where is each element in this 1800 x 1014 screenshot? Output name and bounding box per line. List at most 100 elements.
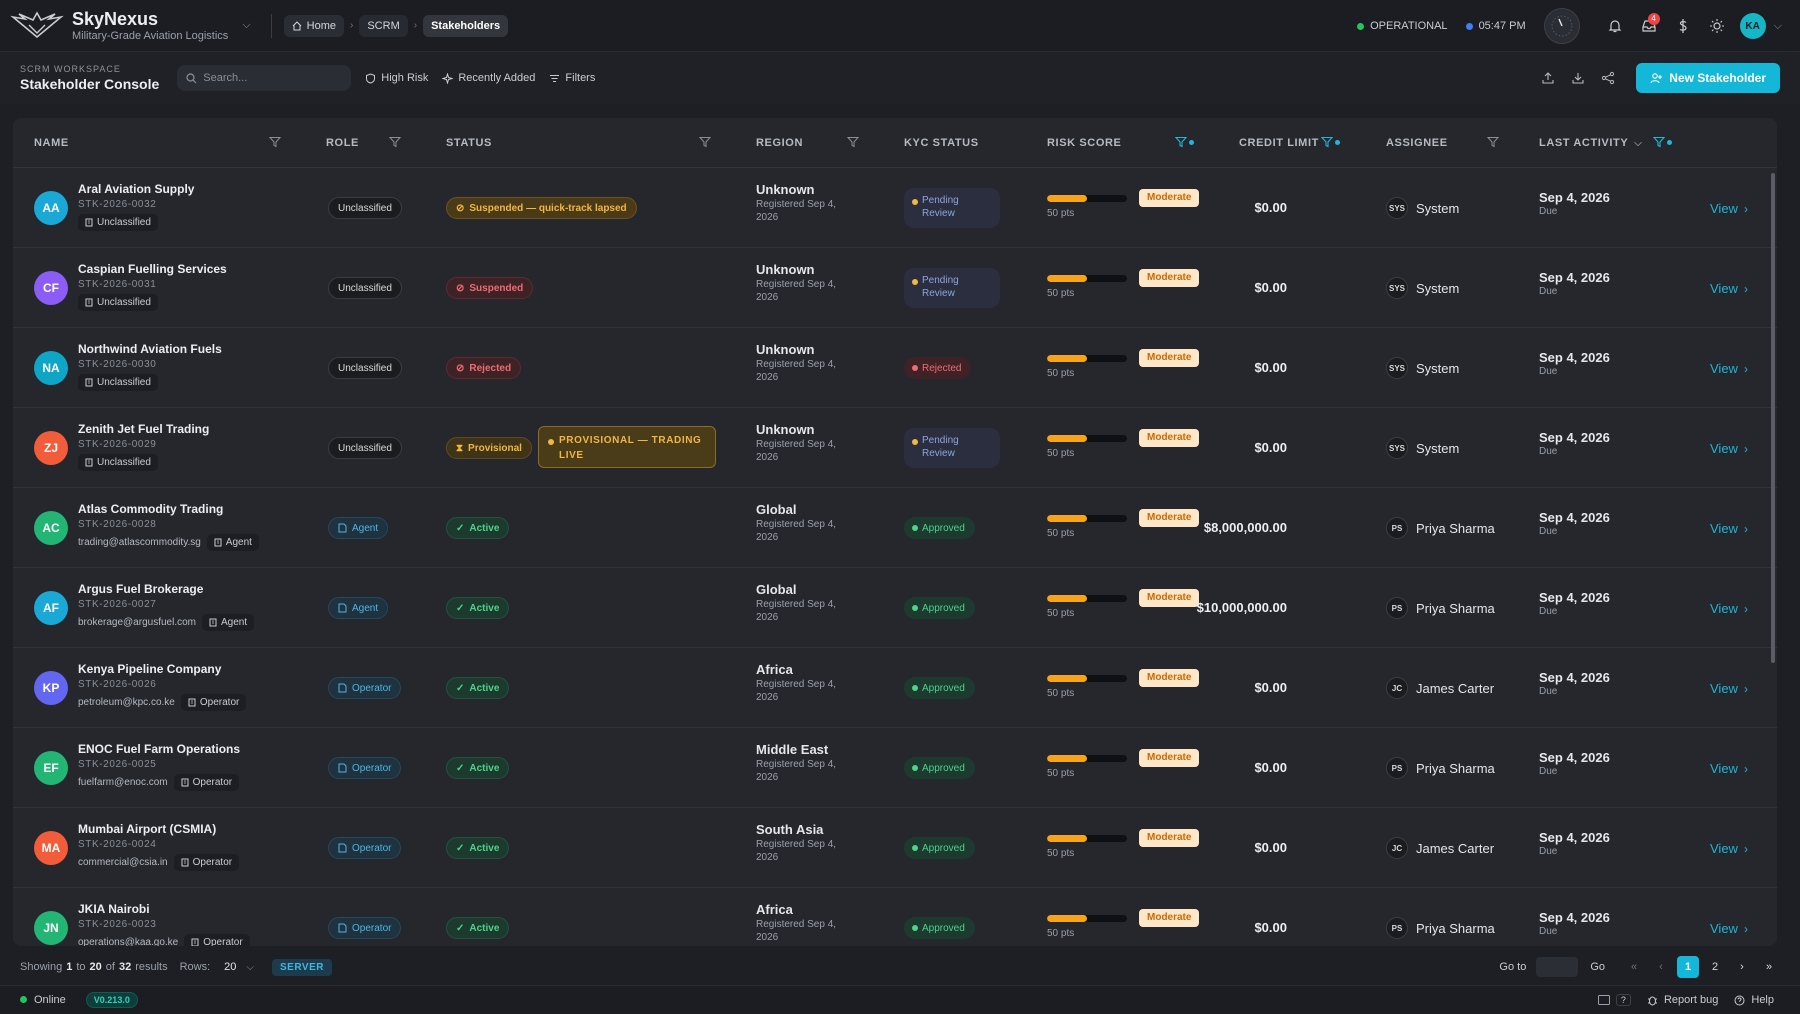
skynexus-logo-icon[interactable]: [8, 8, 66, 44]
upload-icon[interactable]: [1536, 66, 1560, 90]
go-button[interactable]: Go: [1590, 961, 1605, 973]
column-header-last-activity[interactable]: LAST ACTIVITY ⌵: [1539, 118, 1642, 168]
gauge-icon[interactable]: [1543, 8, 1580, 44]
first-page-icon[interactable]: «: [1630, 961, 1638, 973]
filter-icon[interactable]: [1487, 136, 1499, 148]
recently-added-filter[interactable]: Recently Added: [442, 72, 535, 84]
filter-icon[interactable]: [699, 136, 711, 148]
filters-button[interactable]: Filters: [549, 72, 595, 84]
page-1-button[interactable]: 1: [1677, 956, 1699, 978]
stakeholder-name[interactable]: Mumbai Airport (CSMIA): [78, 822, 217, 836]
chevron-down-icon[interactable]: ⌵: [242, 19, 251, 31]
table-row[interactable]: EF ENOC Fuel Farm Operations STK-2026-00…: [13, 728, 1777, 808]
stakeholder-name[interactable]: Atlas Commodity Trading: [78, 502, 224, 516]
sun-icon[interactable]: [1700, 9, 1734, 43]
column-header-status[interactable]: STATUS: [446, 118, 492, 168]
last-activity: Sep 4, 2026 Due: [1539, 190, 1610, 218]
new-stakeholder-button[interactable]: New Stakeholder: [1636, 63, 1780, 93]
scrollbar[interactable]: [1771, 173, 1775, 663]
help-button[interactable]: Help: [1734, 994, 1774, 1006]
table-row[interactable]: ZJ Zenith Jet Fuel Trading STK-2026-0029…: [13, 408, 1777, 488]
classification-tag: Operator: [173, 854, 240, 871]
filter-active-icon[interactable]: [1321, 136, 1340, 148]
user-avatar[interactable]: KA: [1739, 13, 1766, 39]
chevron-right-icon: ›: [350, 20, 354, 31]
kyc-status-badge: Pending Review: [904, 428, 1000, 468]
table-row[interactable]: AA Aral Aviation Supply STK-2026-0032 Un…: [13, 168, 1777, 248]
prev-page-icon[interactable]: ‹: [1659, 961, 1663, 973]
table-row[interactable]: MA Mumbai Airport (CSMIA) STK-2026-0024 …: [13, 808, 1777, 888]
search-input[interactable]: [203, 72, 334, 84]
column-header-kyc-status[interactable]: KYC STATUS: [904, 118, 979, 168]
filter-icon[interactable]: [269, 136, 281, 148]
report-bug-button[interactable]: Report bug: [1647, 994, 1718, 1006]
search-box[interactable]: [177, 65, 352, 91]
status-dot-icon: [1357, 22, 1365, 30]
filter-active-icon[interactable]: [1653, 136, 1672, 148]
table-row[interactable]: AC Atlas Commodity Trading STK-2026-0028…: [13, 488, 1777, 568]
last-activity: Sep 4, 2026 Due: [1539, 750, 1610, 778]
share-icon[interactable]: [1596, 66, 1620, 90]
user-plus-icon: [1650, 73, 1663, 84]
view-link[interactable]: View ›: [1710, 201, 1748, 216]
next-page-icon[interactable]: ›: [1740, 961, 1744, 973]
filter-icon[interactable]: [847, 136, 859, 148]
chevron-down-icon[interactable]: ⌵: [1773, 19, 1782, 32]
table-row[interactable]: CF Caspian Fuelling Services STK-2026-00…: [13, 248, 1777, 328]
risk-points: 50 pts: [1047, 608, 1075, 619]
column-header-risk-score[interactable]: RISK SCORE: [1047, 118, 1121, 168]
rows-select[interactable]: 20 ⌵: [224, 961, 254, 973]
table-row[interactable]: KP Kenya Pipeline Company STK-2026-0026 …: [13, 648, 1777, 728]
view-link[interactable]: View ›: [1710, 441, 1748, 456]
view-link[interactable]: View ›: [1710, 761, 1748, 776]
page-2-button[interactable]: 2: [1711, 961, 1719, 973]
breadcrumb-scrm[interactable]: SCRM: [359, 14, 408, 37]
stakeholder-name[interactable]: Aral Aviation Supply: [78, 182, 195, 196]
stakeholder-name[interactable]: Kenya Pipeline Company: [78, 662, 222, 676]
building-icon: [85, 218, 93, 227]
view-link[interactable]: View ›: [1710, 921, 1748, 936]
goto-page-input[interactable]: [1536, 957, 1579, 977]
column-header-name[interactable]: NAME: [34, 118, 69, 168]
risk-score-bar: [1047, 835, 1127, 842]
table-row[interactable]: JN JKIA Nairobi STK-2026-0023 operations…: [13, 888, 1777, 946]
column-header-assignee[interactable]: ASSIGNEE: [1386, 118, 1448, 168]
stakeholder-name[interactable]: ENOC Fuel Farm Operations: [78, 742, 241, 756]
column-header-role[interactable]: ROLE: [326, 118, 359, 168]
view-link[interactable]: View ›: [1710, 601, 1748, 616]
column-header-credit-limit[interactable]: CREDIT LIMIT: [1239, 118, 1319, 168]
high-risk-filter[interactable]: High Risk: [365, 72, 428, 84]
view-link[interactable]: View ›: [1710, 681, 1748, 696]
last-page-icon[interactable]: »: [1765, 961, 1773, 973]
status-icon: ⊘: [456, 282, 465, 294]
stakeholder-id: STK-2026-0024: [78, 839, 157, 850]
view-link[interactable]: View ›: [1710, 361, 1748, 376]
view-link[interactable]: View ›: [1710, 841, 1748, 856]
stakeholder-name[interactable]: Zenith Jet Fuel Trading: [78, 422, 210, 436]
breadcrumb-home[interactable]: Home: [283, 14, 344, 37]
view-link[interactable]: View ›: [1710, 521, 1748, 536]
chevron-right-icon: ›: [1743, 201, 1748, 216]
stakeholder-name[interactable]: Northwind Aviation Fuels: [78, 342, 222, 356]
filter-icon[interactable]: [389, 136, 401, 148]
view-link[interactable]: View ›: [1710, 281, 1748, 296]
table-row[interactable]: AF Argus Fuel Brokerage STK-2026-0027 br…: [13, 568, 1777, 648]
region-cell: Middle East Registered Sep 4, 2026: [756, 742, 856, 784]
risk-score-fill: [1047, 195, 1087, 202]
filter-active-icon[interactable]: [1175, 136, 1194, 148]
breadcrumb-stakeholders[interactable]: Stakeholders: [423, 14, 509, 37]
inbox-icon[interactable]: 4: [1632, 9, 1666, 43]
shield-icon: [366, 72, 376, 84]
dollar-icon[interactable]: [1666, 9, 1700, 43]
rows-per-page: Rows: 20 ⌵: [180, 961, 254, 973]
bell-icon[interactable]: [1598, 9, 1632, 43]
role-badge: Unclassified: [328, 197, 402, 219]
column-header-region[interactable]: REGION: [756, 118, 803, 168]
keyboard-shortcuts-button[interactable]: ?: [1597, 994, 1631, 1006]
stakeholder-name[interactable]: Argus Fuel Brokerage: [78, 582, 204, 596]
status-icon: ⊘: [456, 362, 465, 374]
stakeholder-name[interactable]: Caspian Fuelling Services: [78, 262, 227, 276]
table-row[interactable]: NA Northwind Aviation Fuels STK-2026-003…: [13, 328, 1777, 408]
download-icon[interactable]: [1566, 66, 1590, 90]
stakeholder-name[interactable]: JKIA Nairobi: [78, 902, 150, 916]
